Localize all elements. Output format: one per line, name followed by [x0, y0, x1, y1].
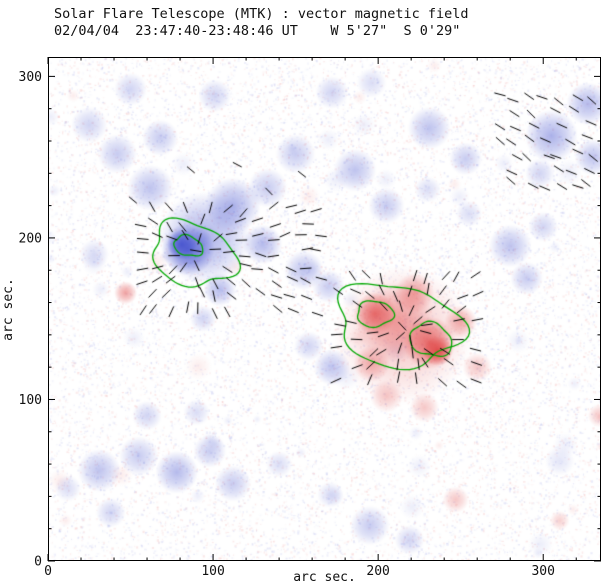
y-tick-label: 0 — [34, 555, 42, 570]
y-axis-label: arc sec. — [0, 277, 16, 341]
magnetogram-canvas — [48, 57, 601, 561]
chart-title: Solar Flare Telescope (MTK) : vector mag… — [54, 6, 469, 22]
y-tick-label: 200 — [19, 231, 42, 246]
chart-subtitle: 02/04/04 23:47:40-23:48:46 UT W 5'27" S … — [54, 23, 461, 39]
y-axis-label-container: arc sec. — [0, 57, 16, 561]
y-tick-label: 300 — [19, 70, 42, 85]
y-tick-label: 100 — [19, 393, 42, 408]
x-axis-label: arc sec. — [293, 570, 356, 585]
